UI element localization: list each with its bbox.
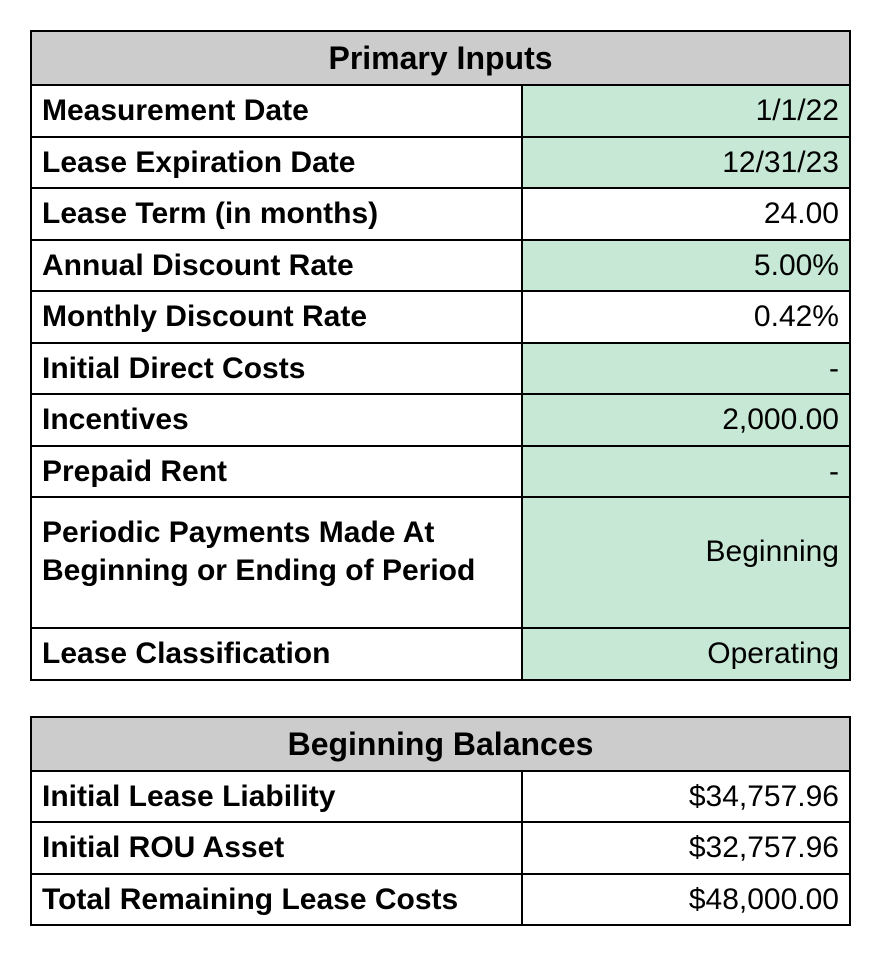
row-label: Monthly Discount Rate [31, 291, 522, 343]
row-value: 5.00% [522, 240, 850, 292]
row-label: Lease Classification [31, 628, 522, 680]
row-label: Prepaid Rent [31, 446, 522, 498]
table-row: Monthly Discount Rate0.42% [31, 291, 850, 343]
table-row: Incentives2,000.00 [31, 394, 850, 446]
row-value: - [522, 343, 850, 395]
table-row: Periodic Payments Made At Beginning or E… [31, 497, 850, 628]
table-row: Prepaid Rent- [31, 446, 850, 498]
table-row: Measurement Date1/1/22 [31, 85, 850, 137]
primary-inputs-body: Measurement Date1/1/22Lease Expiration D… [31, 85, 850, 680]
table-row: Annual Discount Rate5.00% [31, 240, 850, 292]
row-label: Lease Term (in months) [31, 188, 522, 240]
row-value: Beginning [522, 497, 850, 628]
table-row: Lease Term (in months)24.00 [31, 188, 850, 240]
beginning-balances-table: Beginning Balances Initial Lease Liabili… [30, 716, 851, 927]
row-value: - [522, 446, 850, 498]
row-label: Total Remaining Lease Costs [31, 874, 522, 926]
beginning-balances-body: Initial Lease Liability$34,757.96Initial… [31, 771, 850, 926]
beginning-balances-header: Beginning Balances [31, 717, 850, 771]
table-row: Lease ClassificationOperating [31, 628, 850, 680]
table-row: Total Remaining Lease Costs$48,000.00 [31, 874, 850, 926]
row-value: $32,757.96 [522, 822, 850, 874]
primary-inputs-table: Primary Inputs Measurement Date1/1/22Lea… [30, 30, 851, 681]
row-value: Operating [522, 628, 850, 680]
row-value: 24.00 [522, 188, 850, 240]
row-value: $48,000.00 [522, 874, 850, 926]
table-row: Lease Expiration Date12/31/23 [31, 137, 850, 189]
row-label: Measurement Date [31, 85, 522, 137]
row-label: Incentives [31, 394, 522, 446]
row-value: 12/31/23 [522, 137, 850, 189]
row-value: 2,000.00 [522, 394, 850, 446]
row-label: Initial ROU Asset [31, 822, 522, 874]
table-row: Initial Direct Costs- [31, 343, 850, 395]
table-row: Initial ROU Asset$32,757.96 [31, 822, 850, 874]
row-label: Lease Expiration Date [31, 137, 522, 189]
row-value: 0.42% [522, 291, 850, 343]
row-value: $34,757.96 [522, 771, 850, 823]
primary-inputs-header: Primary Inputs [31, 31, 850, 85]
table-row: Initial Lease Liability$34,757.96 [31, 771, 850, 823]
row-label: Annual Discount Rate [31, 240, 522, 292]
row-label: Initial Direct Costs [31, 343, 522, 395]
row-value: 1/1/22 [522, 85, 850, 137]
row-label: Periodic Payments Made At Beginning or E… [31, 497, 522, 628]
row-label: Initial Lease Liability [31, 771, 522, 823]
